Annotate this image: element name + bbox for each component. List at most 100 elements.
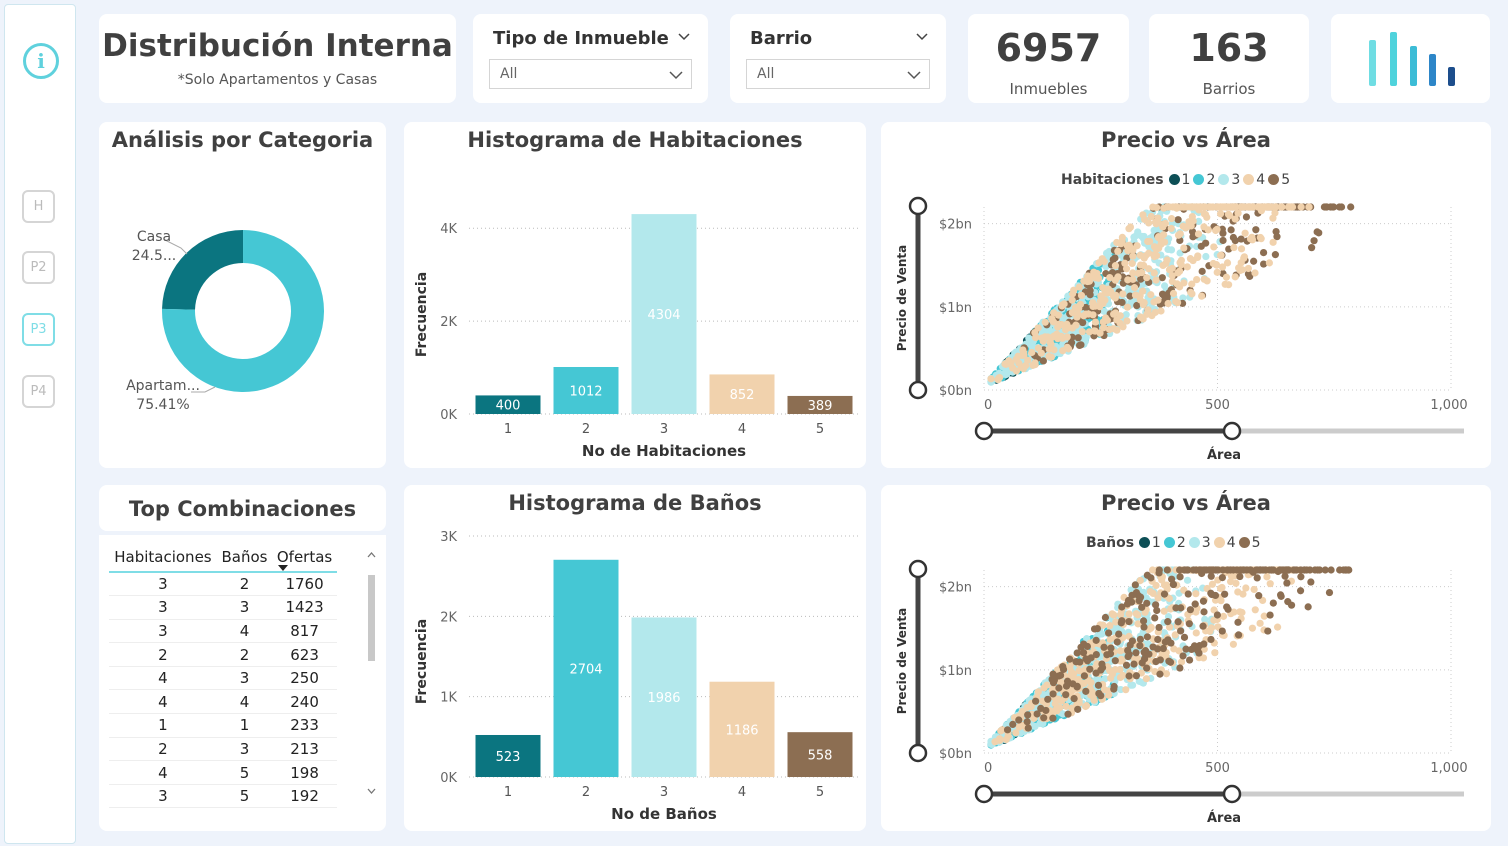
point-series-5	[1155, 569, 1163, 577]
chevron-down-icon[interactable]	[916, 30, 928, 42]
table-cell: 250	[272, 666, 337, 691]
point-series-5	[1092, 636, 1100, 644]
barrio-dropdown[interactable]: All	[746, 59, 930, 89]
y-tick-label: 3K	[440, 530, 457, 545]
bar-4	[709, 681, 775, 777]
point-series-5	[1074, 334, 1082, 342]
point-series-5	[1191, 600, 1199, 608]
point-series-4	[1260, 612, 1268, 620]
point-series-4	[1072, 321, 1080, 329]
table-row[interactable]: 4 5 198	[109, 760, 337, 785]
bar-data-label: 558	[808, 749, 833, 764]
point-series-5	[1143, 599, 1151, 607]
table-row[interactable]: 2 3 213	[109, 737, 337, 762]
x-tick-label: 3	[660, 422, 668, 437]
legend-item-1[interactable]: 1	[1138, 535, 1164, 551]
table-row[interactable]: 4 4 240	[109, 689, 337, 715]
col-banos[interactable]: Baños	[221, 547, 268, 566]
point-series-4	[1149, 589, 1157, 598]
bar-data-label: 2704	[569, 662, 602, 677]
point-series-5	[1174, 618, 1182, 626]
point-series-5	[1218, 627, 1226, 635]
point-series-5	[1160, 590, 1169, 598]
table-cell: 2	[109, 642, 217, 667]
legend-title: Habitaciones	[1061, 172, 1169, 188]
x-tick-label: 4	[738, 422, 746, 437]
point-series-4	[1168, 272, 1176, 280]
point-series-4	[1248, 236, 1257, 244]
col-ofertas[interactable]: Ofertas	[272, 542, 337, 572]
point-series-5	[1283, 579, 1291, 587]
point-series-4	[1112, 618, 1120, 626]
scroll-down-icon[interactable]	[367, 787, 376, 795]
point-series-4	[1163, 256, 1171, 264]
point-series-4	[1160, 607, 1168, 615]
point-series-5	[1050, 676, 1058, 684]
legend-item-5[interactable]: 5	[1268, 172, 1293, 188]
scrollbar-thumb[interactable]	[368, 575, 375, 661]
table-cell: 4	[109, 666, 217, 691]
nav-button-h[interactable]: H	[22, 190, 55, 223]
point-series-4	[1059, 347, 1067, 355]
info-icon[interactable]: i	[23, 43, 59, 79]
point-series-5	[1250, 257, 1258, 265]
tipo-inmueble-dropdown[interactable]: All	[489, 59, 692, 89]
table-row[interactable]: 3 3 1423	[109, 595, 337, 620]
point-series-4	[1241, 229, 1249, 237]
legend-item-1[interactable]: 1	[1168, 172, 1194, 188]
point-series-5	[1269, 599, 1277, 607]
point-series-4	[1082, 310, 1090, 318]
legend-item-4[interactable]: 4	[1213, 535, 1239, 551]
legend-item-2[interactable]: 2	[1163, 535, 1189, 551]
point-series-5	[1184, 590, 1192, 598]
x-range-handle-left[interactable]	[974, 784, 994, 804]
nav-button-p3[interactable]: P3	[22, 313, 55, 346]
col-habitaciones[interactable]: Habitaciones	[114, 547, 212, 566]
table-row[interactable]: 4 3 250	[109, 666, 337, 691]
legend-item-5[interactable]: 5	[1238, 535, 1264, 551]
table-row[interactable]: 3 5 192	[109, 784, 337, 809]
point-series-3	[1195, 217, 1203, 226]
point-series-4	[1037, 349, 1045, 357]
point-series-5	[1213, 611, 1221, 619]
legend-item-3[interactable]: 3	[1188, 535, 1214, 551]
point-series-5	[1015, 716, 1023, 724]
point-series-5	[1177, 627, 1185, 635]
point-series-4	[1265, 259, 1273, 267]
point-series-5	[1152, 601, 1160, 609]
chevron-down-icon[interactable]	[678, 30, 690, 42]
x-range-handle-left[interactable]	[974, 421, 994, 441]
nav-button-p2[interactable]: P2	[22, 251, 55, 284]
legend-item-2[interactable]: 2	[1193, 172, 1218, 188]
y-range-handle-bottom[interactable]	[908, 743, 928, 763]
legend-item-3[interactable]: 3	[1218, 172, 1243, 188]
point-series-5	[1266, 611, 1274, 619]
point-series-4	[1219, 612, 1228, 620]
x-range-handle-right[interactable]	[1222, 784, 1242, 804]
point-series-5	[1176, 664, 1184, 672]
y-range-handle-top[interactable]	[908, 559, 928, 579]
table-scrollbar[interactable]	[367, 551, 376, 821]
table-row[interactable]: 3 2 1760	[109, 572, 337, 597]
scroll-up-icon[interactable]	[367, 551, 376, 559]
legend-item-4[interactable]: 4	[1243, 172, 1268, 188]
nav-button-p4[interactable]: P4	[22, 375, 55, 408]
point-series-4	[1123, 317, 1131, 325]
point-series-4	[1128, 259, 1136, 268]
point-series-4	[1147, 623, 1155, 631]
point-series-5	[1140, 648, 1148, 656]
point-series-4	[991, 738, 999, 746]
table-row[interactable]: 1 1 233	[109, 713, 337, 738]
point-series-5	[1095, 689, 1103, 698]
point-series-5	[1200, 640, 1208, 648]
y-range-handle-bottom[interactable]	[908, 380, 928, 400]
point-series-5	[1064, 710, 1072, 718]
point-series-4	[1177, 658, 1186, 666]
point-series-4	[1136, 261, 1145, 269]
table-row[interactable]: 3 4 817	[109, 619, 337, 644]
x-range-handle-right[interactable]	[1222, 421, 1242, 441]
y-range-handle-top[interactable]	[908, 196, 928, 216]
point-series-4	[1209, 259, 1217, 268]
table-cell: 4	[109, 760, 217, 785]
table-row[interactable]: 2 2 623	[109, 642, 337, 667]
